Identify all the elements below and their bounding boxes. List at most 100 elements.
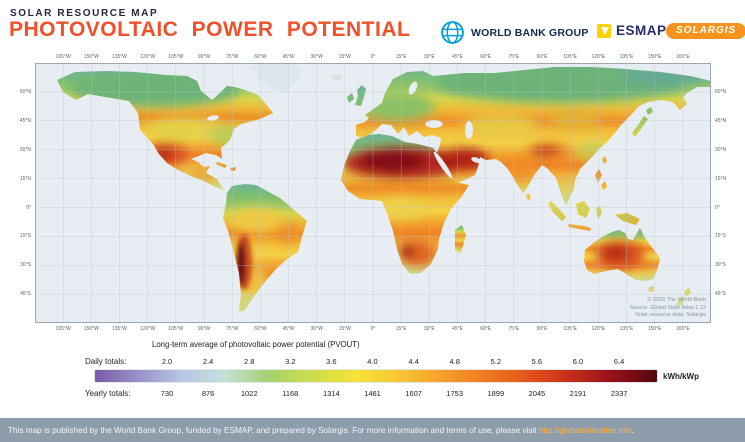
longitude-label: 45°E [452,326,463,332]
daily-totals-label: Daily totals: [85,357,127,366]
world-map: © 2025 The World Bank Source: Global Sola… [35,63,711,323]
yearly-tick-value: 730 [160,389,174,398]
yearly-tick-value: 1899 [487,389,505,398]
longitude-label: 90°E [536,326,548,332]
footer: This map is published by the World Bank … [0,418,745,442]
latitude-label: 45°N [715,117,727,124]
longitude-label: 30°E [423,326,435,332]
daily-totals-values: 2.0 2.4 2.8 3.2 3.6 4.0 4.4 4.8 5.2 5.6 6.0 6.4 [95,357,657,367]
longitude-label: 120°E [591,326,606,332]
longitude-label: 15°W [338,326,351,332]
latitude-label: 0° [26,204,31,211]
latitude-label: 0° [715,204,720,211]
solargis-wordmark: SOLARGIS [676,25,737,36]
yearly-tick-value: 1022 [240,389,258,398]
longitude-label: 135°E [619,54,634,60]
longitude-label: 60°W [254,54,267,60]
latitude-label: 15°N [19,175,31,182]
esmap-icon [597,23,611,38]
yearly-tick-value: 2045 [528,389,546,398]
daily-tick-value: 3.2 [285,357,296,366]
daily-tick-value: 5.2 [490,357,502,366]
footer-text-suffix: . [631,425,634,435]
latitude-label: 15°S [715,233,726,240]
longitude-label: 135°W [111,54,128,60]
esmap-wordmark: ESMAP [616,23,667,38]
latitude-label: 45°S [715,291,726,298]
longitude-label: 90°E [536,54,548,60]
daily-tick-value: 3.6 [326,357,337,366]
world-bank-wordmark: WORLD BANK GROUP [471,26,589,39]
latitude-labels-right: 60°N 45°N 30°N 15°N 0° 15°S 30°S 45°S [713,63,737,323]
longitude-label: 105°W [168,326,184,332]
map-copyright-line: Solar resource data: Solargis [635,312,706,319]
world-bank-globe-icon [441,21,464,44]
yearly-tick-value: 1314 [323,389,340,398]
longitude-label: 150°E [647,326,662,332]
footer-text: This map is published by the World Bank … [8,425,539,435]
longitude-label: 30°E [423,54,435,60]
legend-title: Long-term average of photovoltaic power … [152,340,360,349]
longitude-label: 45°W [282,54,295,60]
latitude-label: 45°N [19,117,31,124]
daily-tick-value: 2.4 [202,357,214,366]
longitude-label: 135°E [619,326,634,332]
longitude-label: 15°E [395,326,407,332]
longitude-labels-bottom: 165°W 150°W 135°W 120°W 105°W 90°W 75°W 60°W 45°… [35,326,711,333]
longitude-label: 120°W [140,54,156,60]
longitude-label: 90°W [197,54,211,60]
legend-unit: kWh/kWp [663,372,699,381]
longitude-label: 75°E [508,54,520,60]
yearly-tick-value: 1607 [405,389,422,398]
longitude-labels-top: 165°W 150°W 135°W 120°W 105°W 90°W 75°W 60°W 45°… [35,54,711,61]
latitude-label: 30°S [20,262,31,269]
map-copyright-line: © 2025 The World Bank [647,296,706,303]
longitude-label: 120°E [591,54,606,60]
solargis-logo: SOLARGIS [666,23,745,39]
daily-tick-value: 4.0 [367,357,378,366]
page-title: PHOTOVOLTAIC POWER POTENTIAL [9,18,411,41]
latitude-label: 60°N [715,89,727,95]
longitude-label: 165°W [55,326,71,332]
daily-tick-value: 2.0 [161,357,173,366]
longitude-label: 45°W [282,326,295,332]
longitude-label: 105°W [168,54,184,60]
yearly-tick-value: 876 [201,389,215,398]
longitude-label: 150°E [647,54,662,60]
daily-tick-value: 2.8 [243,357,255,366]
longitude-label: 45°E [452,54,463,60]
map-copyright-line: Source: Global Solar Atlas 2.12 [629,304,706,311]
longitude-label: 90°W [197,326,211,332]
longitude-label: 30°W [310,54,323,60]
yearly-totals-values: 730 876 1022 1168 1314 1461 1607 1753 1899 2045 21… [95,389,657,399]
map-copyright: © 2025 The World Bank Source: Global Sola… [630,297,706,320]
longitude-label: 60°E [480,326,492,332]
footer-link[interactable]: http://globalsolaratlas.info [538,425,632,435]
longitude-label: 60°W [254,326,267,332]
yearly-tick-value: 2337 [610,389,628,398]
daily-tick-value: 6.0 [572,357,584,366]
longitude-label: 15°E [395,54,407,60]
legend-color-scale [95,370,657,382]
daily-tick-value: 6.4 [613,357,625,366]
longitude-label: 120°W [140,326,156,332]
yearly-tick-value: 1461 [364,389,381,398]
longitude-label: 135°W [111,326,128,332]
yearly-tick-value: 1168 [282,389,299,398]
longitude-label: 75°W [226,326,239,332]
longitude-label: 165°E [675,54,690,60]
latitude-label: 30°N [19,146,31,153]
yearly-totals-label: Yearly totals: [85,389,131,398]
map-kicker: SOLAR RESOURCE MAP [10,8,159,19]
longitude-label: 75°E [508,326,520,332]
latitude-label: 45°S [20,291,31,298]
world-bank-logo: WORLD BANK GROUP [440,20,589,45]
longitude-label: 150°W [83,326,99,332]
latitude-labels-left: 60°N 45°N 30°N 15°N 0° 15°S 30°S 45°S [9,63,33,323]
longitude-label: 60°E [480,54,492,60]
longitude-label: 75°W [226,54,239,60]
longitude-label: 30°W [310,326,323,332]
yearly-tick-value: 1753 [446,389,464,398]
longitude-label: 0° [370,54,376,60]
